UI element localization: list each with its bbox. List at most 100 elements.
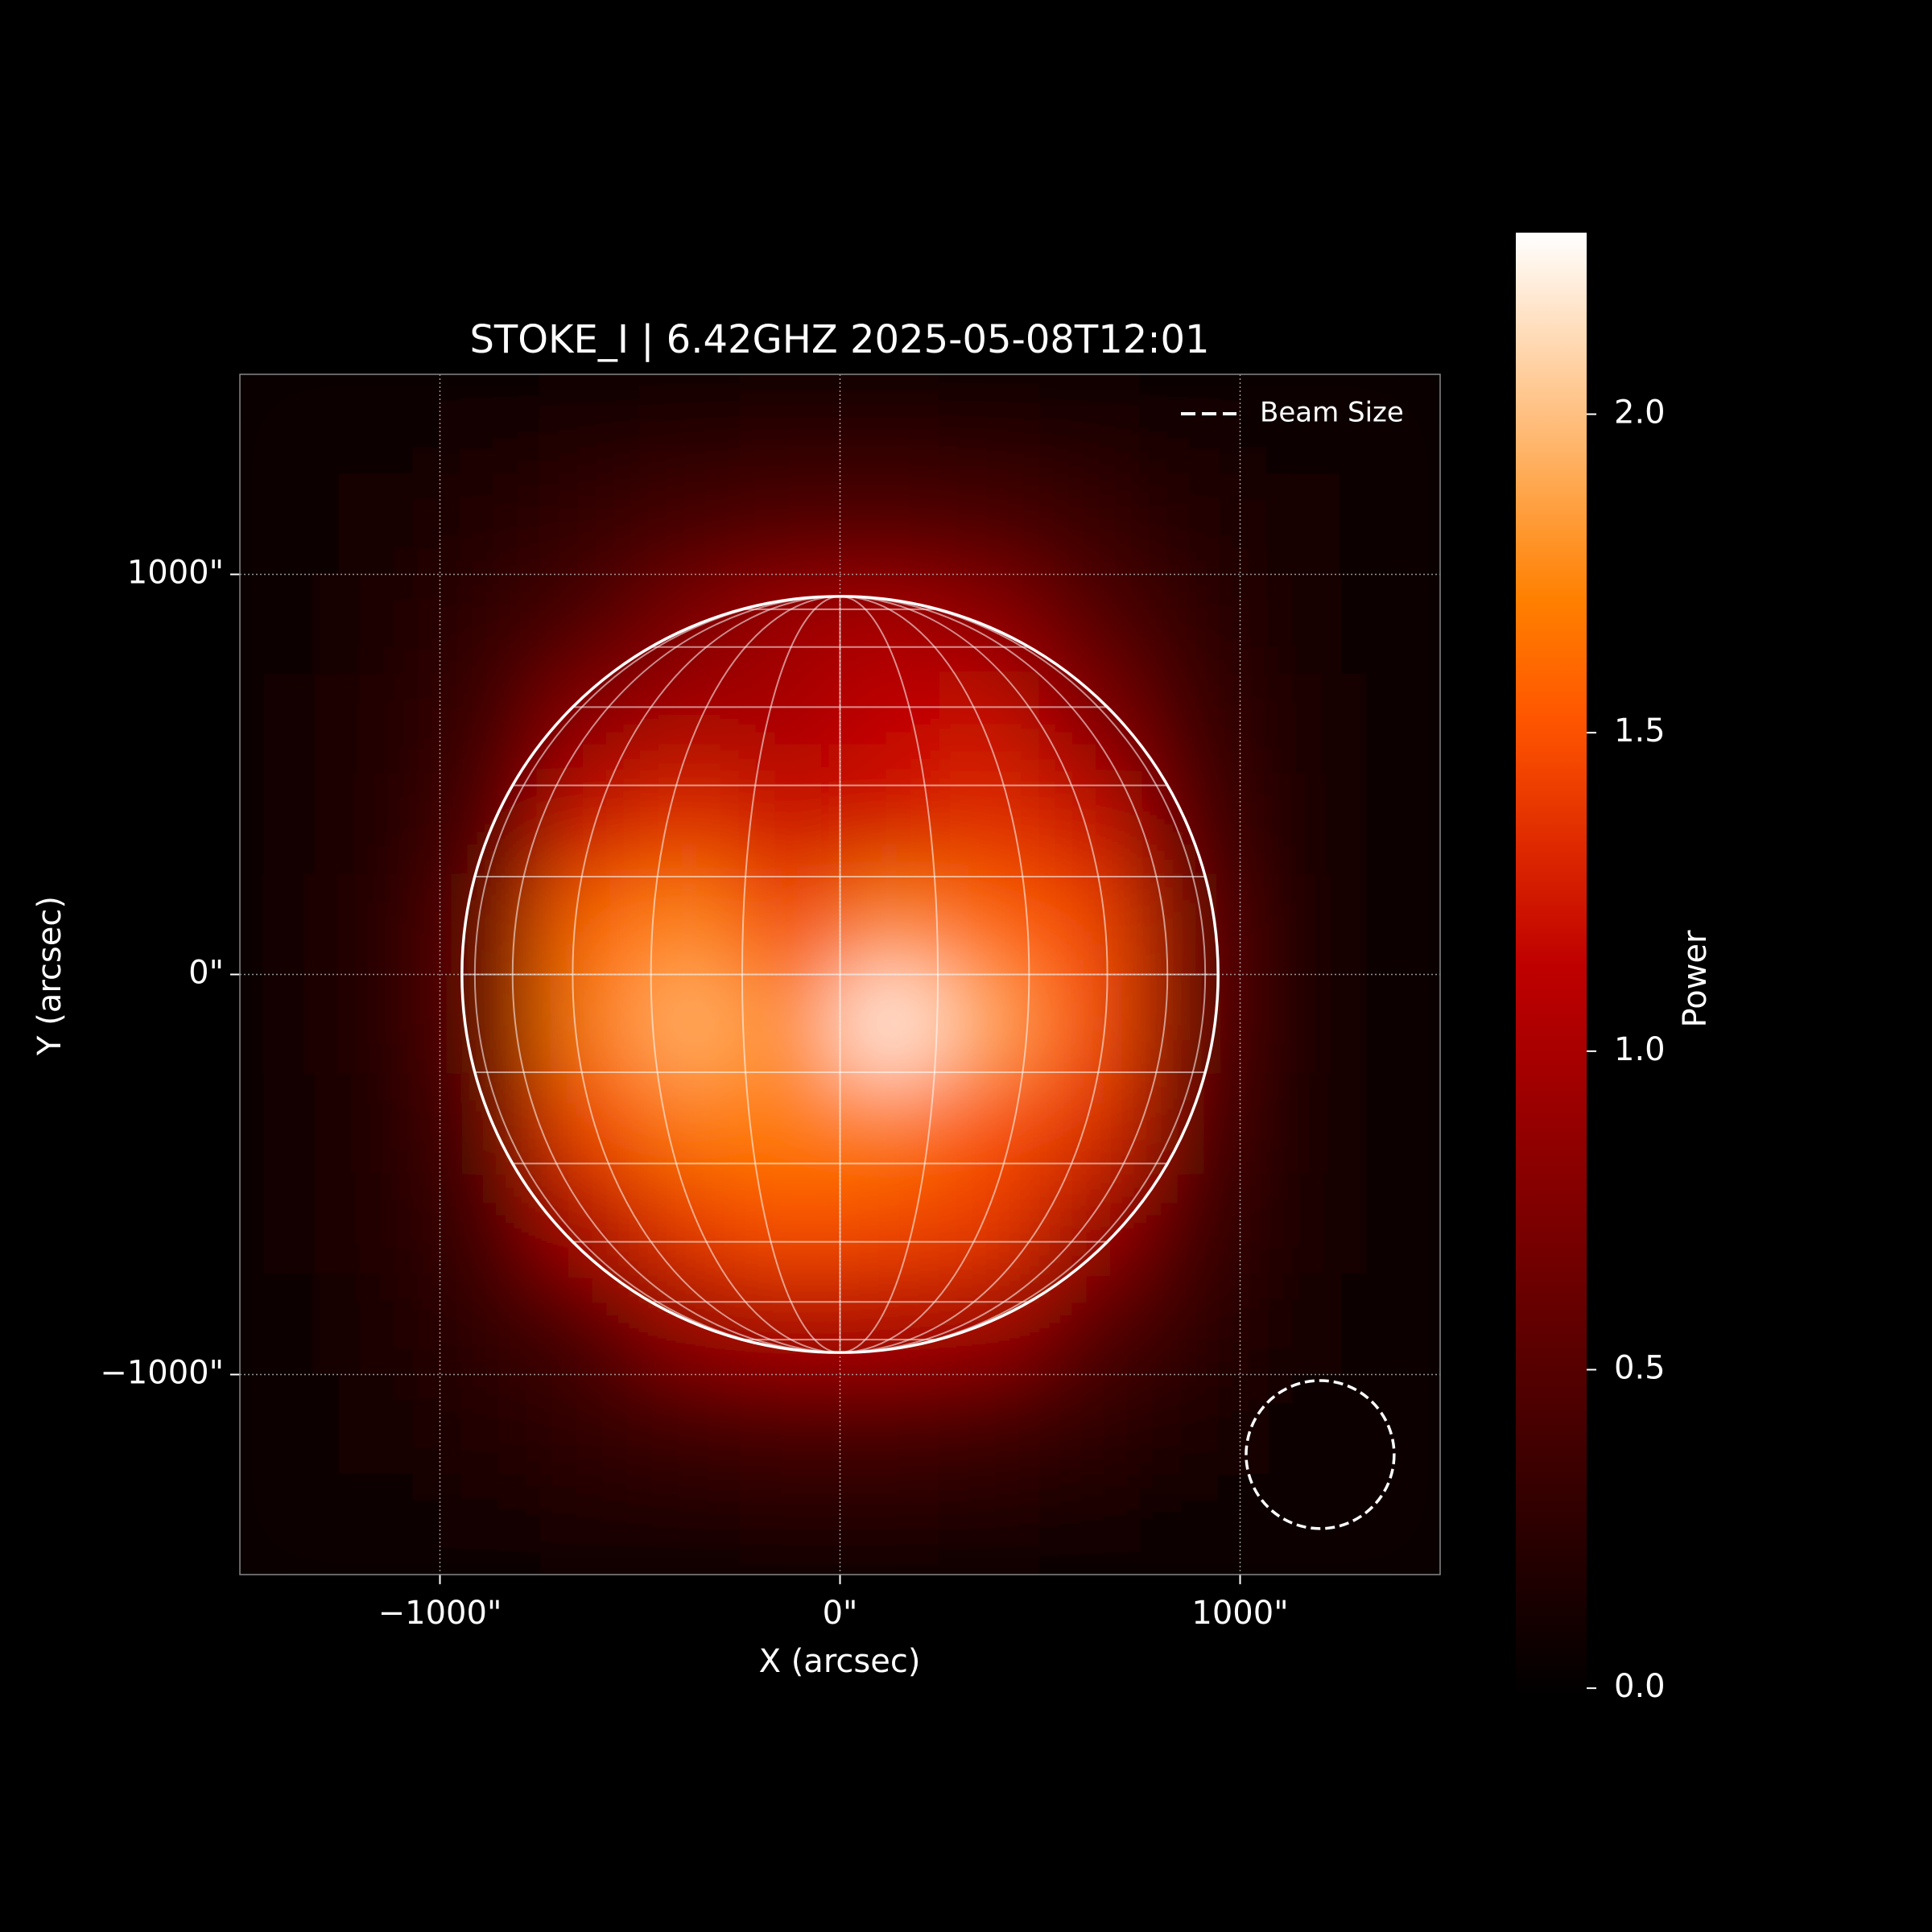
heatmap-cell xyxy=(240,673,341,775)
heatmap-cell xyxy=(1239,1174,1341,1276)
heatmap-cell xyxy=(439,573,541,675)
heatmap-cell xyxy=(739,1174,841,1276)
heatmap-cell xyxy=(539,873,641,976)
heatmap-cell xyxy=(539,1274,641,1376)
heatmap-cell xyxy=(539,1073,641,1175)
heatmap-cell xyxy=(939,473,1041,576)
heatmap-cell xyxy=(1239,973,1341,1075)
heatmap-cell xyxy=(739,873,841,976)
x-axis-label: X (arcsec) xyxy=(759,1643,921,1680)
heatmap-cell xyxy=(639,573,741,675)
heatmap-cell xyxy=(1139,1073,1241,1175)
heatmap-cell xyxy=(1239,873,1341,976)
heatmap-cell xyxy=(1039,573,1141,675)
heatmap-cell xyxy=(739,374,841,476)
heatmap-cell xyxy=(739,473,841,576)
heatmap-cell xyxy=(839,374,941,476)
heatmap-cell xyxy=(639,1373,741,1476)
heatmap-cell xyxy=(339,973,441,1075)
heatmap-cell xyxy=(939,573,1041,675)
heatmap-cell xyxy=(339,1373,441,1476)
heatmap-cell xyxy=(1039,473,1141,576)
heatmap-cell xyxy=(639,673,741,775)
heatmap xyxy=(240,374,1440,1575)
heatmap-cell xyxy=(240,873,341,976)
heatmap-cell xyxy=(1339,873,1440,976)
legend-label: Beam Size xyxy=(1260,397,1404,429)
colorbar-tick-label: 1.5 xyxy=(1614,712,1666,749)
plot-area xyxy=(240,374,1440,1575)
heatmap-cell xyxy=(1339,374,1440,476)
heatmap-cell xyxy=(240,1274,341,1376)
heatmap-cell xyxy=(1239,673,1341,775)
heatmap-cell xyxy=(1339,1473,1440,1575)
heatmap-cell xyxy=(1339,673,1440,775)
heatmap-cell xyxy=(639,473,741,576)
heatmap-cell xyxy=(439,1073,541,1175)
heatmap-cell xyxy=(1239,1274,1341,1376)
heatmap-cell xyxy=(1039,1073,1141,1175)
heatmap-cell xyxy=(439,1174,541,1276)
heatmap-cell xyxy=(339,1174,441,1276)
heatmap-cell xyxy=(1339,573,1440,675)
heatmap-cell xyxy=(939,973,1041,1075)
colorbar-tick-label: 2.0 xyxy=(1614,394,1666,431)
y-axis-label: Y (arcsec) xyxy=(31,896,68,1056)
heatmap-cell xyxy=(639,1073,741,1175)
heatmap-cell xyxy=(240,973,341,1075)
beam xyxy=(1245,1379,1396,1530)
heatmap-cell xyxy=(839,1473,941,1575)
heatmap-cell xyxy=(939,1073,1041,1175)
heatmap-cell xyxy=(1039,1274,1141,1376)
heatmap-cell xyxy=(939,1473,1041,1575)
heatmap-cell xyxy=(339,573,441,675)
heatmap-cell xyxy=(240,774,341,876)
heatmap-cell xyxy=(739,1473,841,1575)
heatmap-cell xyxy=(839,1373,941,1476)
heatmap-cell xyxy=(1339,473,1440,576)
x-tick-label: 0" xyxy=(823,1595,858,1632)
heatmap-cell xyxy=(639,1274,741,1376)
heatmap-cell xyxy=(539,774,641,876)
heatmap-cell xyxy=(1339,774,1440,876)
heatmap-cell xyxy=(1139,873,1241,976)
heatmap-cell xyxy=(839,573,941,675)
heatmap-cell xyxy=(1139,473,1241,576)
heatmap-cell xyxy=(739,1073,841,1175)
colorbar-label: Power xyxy=(1677,930,1714,1027)
heatmap-cell xyxy=(939,1373,1041,1476)
heatmap-cell xyxy=(339,873,441,976)
heatmap-cell xyxy=(1239,1373,1341,1476)
heatmap-cell xyxy=(639,374,741,476)
heatmap-cell xyxy=(939,1274,1041,1376)
heatmap-cell xyxy=(339,374,441,476)
heatmap-cell xyxy=(1039,1473,1141,1575)
heatmap-cell xyxy=(939,774,1041,876)
heatmap-cell xyxy=(240,573,341,675)
heatmap-cell xyxy=(1339,1073,1440,1175)
heatmap-cell xyxy=(839,673,941,775)
heatmap-cell xyxy=(1139,374,1241,476)
y-tick-label: 1000" xyxy=(127,555,224,592)
x-tick-label: 1000" xyxy=(1191,1595,1288,1632)
x-tick-label: −1000" xyxy=(378,1595,502,1632)
heatmap-cell xyxy=(240,1373,341,1476)
heatmap-cell xyxy=(539,473,641,576)
heatmap-cell xyxy=(1039,873,1141,976)
heatmap-cell xyxy=(539,1373,641,1476)
heatmap-cell xyxy=(839,473,941,576)
heatmap-cell xyxy=(1239,374,1341,476)
heatmap-cell xyxy=(1039,774,1141,876)
colorbar xyxy=(1516,233,1587,1698)
heatmap-cell xyxy=(739,774,841,876)
heatmap-cell xyxy=(439,1373,541,1476)
heatmap-cell xyxy=(339,673,441,775)
heatmap-cell xyxy=(1039,973,1141,1075)
heatmap-cell xyxy=(339,1473,441,1575)
heatmap-cell xyxy=(1139,1174,1241,1276)
heatmap-cell xyxy=(539,1473,641,1575)
heatmap-cell xyxy=(339,473,441,576)
heatmap-cell xyxy=(1339,1174,1440,1276)
heatmap-cell xyxy=(439,1473,541,1575)
